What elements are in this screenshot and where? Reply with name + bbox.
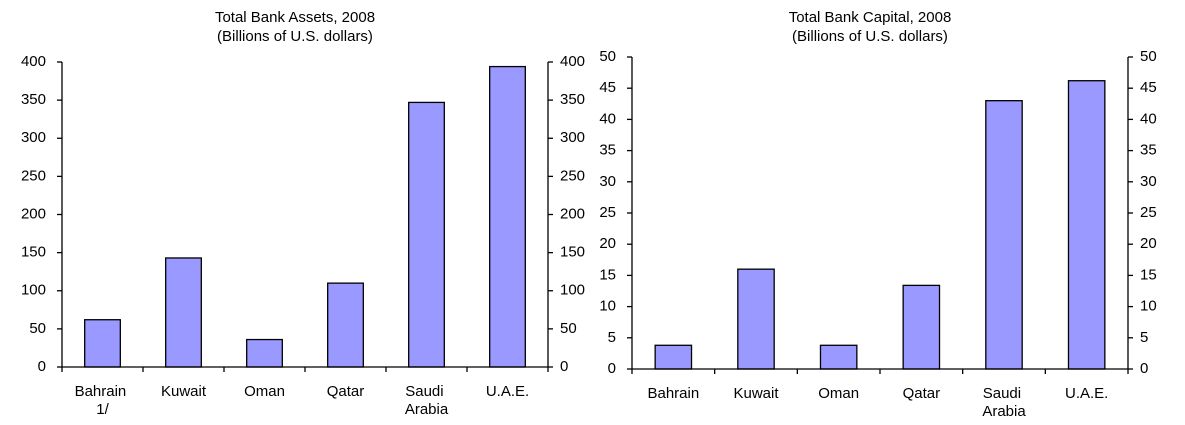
x-tick-label: Kuwait: [161, 383, 207, 400]
chart-subtitle: (Billions of U.S. dollars): [792, 28, 948, 45]
x-tick-label: Saudi Arabia: [982, 385, 1026, 420]
y-tick-label: 200: [21, 205, 46, 222]
y-tick-label: 250: [21, 167, 46, 184]
bar: [737, 268, 775, 370]
bar: [819, 344, 858, 370]
y-tick-label: 15: [599, 266, 616, 283]
y-tick-label: 30: [599, 173, 616, 190]
y2-tick-label: 0: [560, 358, 568, 375]
bar: [246, 338, 283, 368]
y-tick-label: 100: [21, 282, 46, 299]
y2-tick-label: 50: [560, 320, 577, 337]
bar: [327, 282, 364, 368]
y-tick-label: 150: [21, 244, 46, 261]
y2-tick-label: 150: [560, 244, 585, 261]
x-tick-label: Qatar: [903, 385, 941, 402]
x-tick-label: Bahrain: [647, 385, 699, 402]
bar: [1067, 80, 1106, 370]
y2-tick-label: 0: [1140, 360, 1148, 377]
y2-tick-label: 40: [1140, 110, 1157, 127]
y-tick-label: 35: [599, 142, 616, 159]
y2-tick-label: 35: [1140, 142, 1157, 159]
x-tick-label: Oman: [244, 383, 285, 400]
y-tick-label: 350: [21, 91, 46, 108]
y2-tick-label: 5: [1140, 329, 1148, 346]
y2-tick-label: 20: [1140, 235, 1157, 252]
y2-tick-label: 200: [560, 205, 585, 222]
chart-subtitle: (Billions of U.S. dollars): [217, 28, 373, 45]
y-tick-label: 50: [599, 48, 616, 65]
bar: [84, 319, 121, 368]
y2-tick-label: 10: [1140, 298, 1157, 315]
bar: [408, 101, 445, 368]
y2-tick-label: 50: [1140, 48, 1157, 65]
chart-title: Total Bank Capital, 2008: [789, 9, 952, 26]
y2-tick-label: 45: [1140, 79, 1157, 96]
bar: [489, 65, 526, 368]
x-tick-label: Kuwait: [733, 385, 779, 402]
y-tick-label: 45: [599, 79, 616, 96]
y-tick-label: 25: [599, 204, 616, 221]
y-tick-label: 300: [21, 129, 46, 146]
y2-tick-label: 250: [560, 167, 585, 184]
y-tick-label: 5: [608, 329, 616, 346]
x-tick-label: Qatar: [327, 383, 365, 400]
y2-tick-label: 30: [1140, 173, 1157, 190]
x-tick-label: Saudi Arabia: [405, 383, 449, 418]
y-tick-label: 0: [608, 360, 616, 377]
bar: [165, 257, 202, 368]
y2-tick-label: 100: [560, 282, 585, 299]
x-tick-label: U.A.E.: [1065, 385, 1108, 402]
y-tick-label: 20: [599, 235, 616, 252]
y-tick-label: 50: [29, 320, 46, 337]
y-tick-label: 40: [599, 110, 616, 127]
y-tick-label: 10: [599, 298, 616, 315]
y2-tick-label: 350: [560, 91, 585, 108]
y2-tick-label: 400: [560, 53, 585, 70]
x-tick-label: Oman: [818, 385, 859, 402]
y2-tick-label: 25: [1140, 204, 1157, 221]
y-tick-label: 400: [21, 53, 46, 70]
x-tick-label: U.A.E.: [486, 383, 529, 400]
y2-tick-label: 300: [560, 129, 585, 146]
chart-title: Total Bank Assets, 2008: [215, 9, 375, 26]
bar: [654, 344, 693, 370]
bar: [902, 284, 941, 370]
x-tick-label: Bahrain 1/: [75, 383, 131, 418]
bar: [985, 100, 1023, 370]
y2-tick-label: 15: [1140, 266, 1157, 283]
y-tick-label: 0: [38, 358, 46, 375]
